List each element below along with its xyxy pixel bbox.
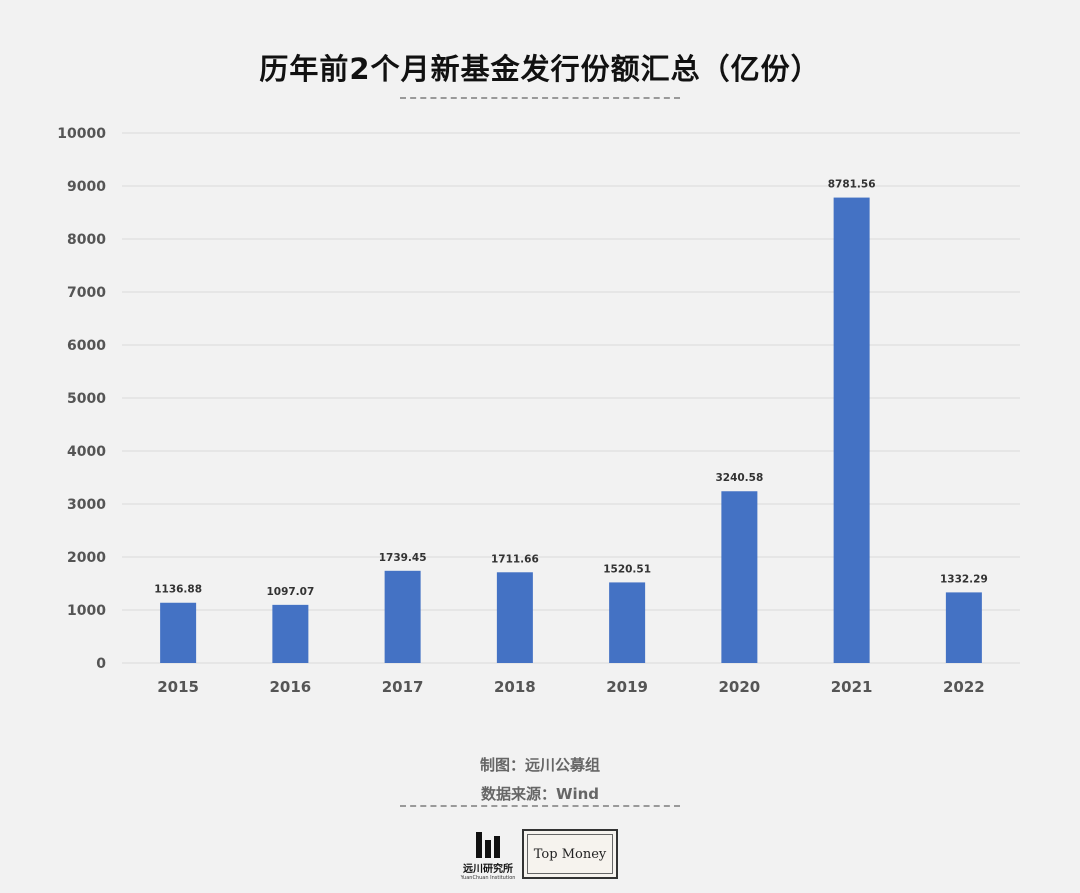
data-label-2016: 1097.07 — [266, 586, 314, 598]
footer-source: 数据来源：Wind — [480, 785, 600, 803]
bar-2020 — [721, 491, 758, 663]
bar-2017 — [384, 570, 421, 663]
data-labels: 1136.88 1097.07 1739.45 1711.66 1520.51 3240.… — [154, 179, 988, 598]
y-axis-ticks: 0 1000 2000 3000 4000 5000 6000 7000 8000 9000 100… — [57, 126, 106, 672]
y-tick-label: 1000 — [67, 603, 106, 619]
y-tick-label: 6000 — [67, 338, 106, 354]
bar-2015 — [160, 602, 197, 663]
data-label-2021: 8781.56 — [828, 179, 876, 191]
bar-2022 — [945, 592, 982, 663]
x-tick-label-2021: 2021 — [831, 678, 873, 696]
data-label-2020: 3240.58 — [715, 472, 763, 484]
yuanchuan-logo: 远川研究所 YuanChuan Institution — [460, 828, 516, 881]
data-label-2017: 1739.45 — [379, 552, 427, 564]
y-tick-label: 5000 — [67, 391, 106, 407]
bar-2021 — [833, 197, 870, 663]
y-tick-label: 3000 — [67, 497, 106, 513]
x-tick-label-2016: 2016 — [270, 678, 312, 696]
bars — [160, 197, 982, 663]
y-tick-label: 10000 — [57, 126, 106, 142]
x-tick-label-2019: 2019 — [606, 678, 648, 696]
gridlines — [122, 132, 1020, 664]
data-label-2018: 1711.66 — [491, 553, 539, 565]
y-tick-label: 7000 — [67, 285, 106, 301]
data-label-2019: 1520.51 — [603, 563, 651, 575]
x-tick-label-2018: 2018 — [494, 678, 536, 696]
y-tick-label: 4000 — [67, 444, 106, 460]
yuanchuan-logo-name: 远川研究所 — [463, 864, 513, 875]
y-tick-label: 2000 — [67, 550, 106, 566]
bar-2016 — [272, 604, 309, 663]
topmoney-logo-text: Top Money — [527, 834, 613, 874]
data-label-2015: 1136.88 — [154, 584, 202, 596]
y-tick-label: 0 — [96, 656, 106, 672]
footer-divider — [400, 805, 680, 807]
chart-title: 历年前2个月新基金发行份额汇总（亿份） — [259, 52, 821, 86]
x-axis-ticks: 2015 2016 2017 2018 2019 2020 2021 2022 — [157, 678, 985, 696]
title-divider — [400, 97, 680, 99]
x-tick-label-2017: 2017 — [382, 678, 424, 696]
bar-2018 — [496, 572, 533, 663]
y-tick-label: 8000 — [67, 232, 106, 248]
yuanchuan-logo-icon — [460, 828, 516, 858]
y-tick-label: 9000 — [67, 179, 106, 195]
topmoney-logo: Top Money — [522, 829, 618, 879]
yuanchuan-logo-sub: YuanChuan Institution — [460, 875, 516, 881]
bar-2019 — [609, 582, 646, 663]
footer-maker: 制图：远川公募组 — [479, 756, 600, 774]
bar-chart: 0 1000 2000 3000 4000 5000 6000 7000 8000 9000 100… — [57, 126, 1020, 696]
x-tick-label-2015: 2015 — [157, 678, 199, 696]
x-tick-label-2022: 2022 — [943, 678, 985, 696]
data-label-2022: 1332.29 — [940, 573, 988, 585]
x-tick-label-2020: 2020 — [719, 678, 761, 696]
